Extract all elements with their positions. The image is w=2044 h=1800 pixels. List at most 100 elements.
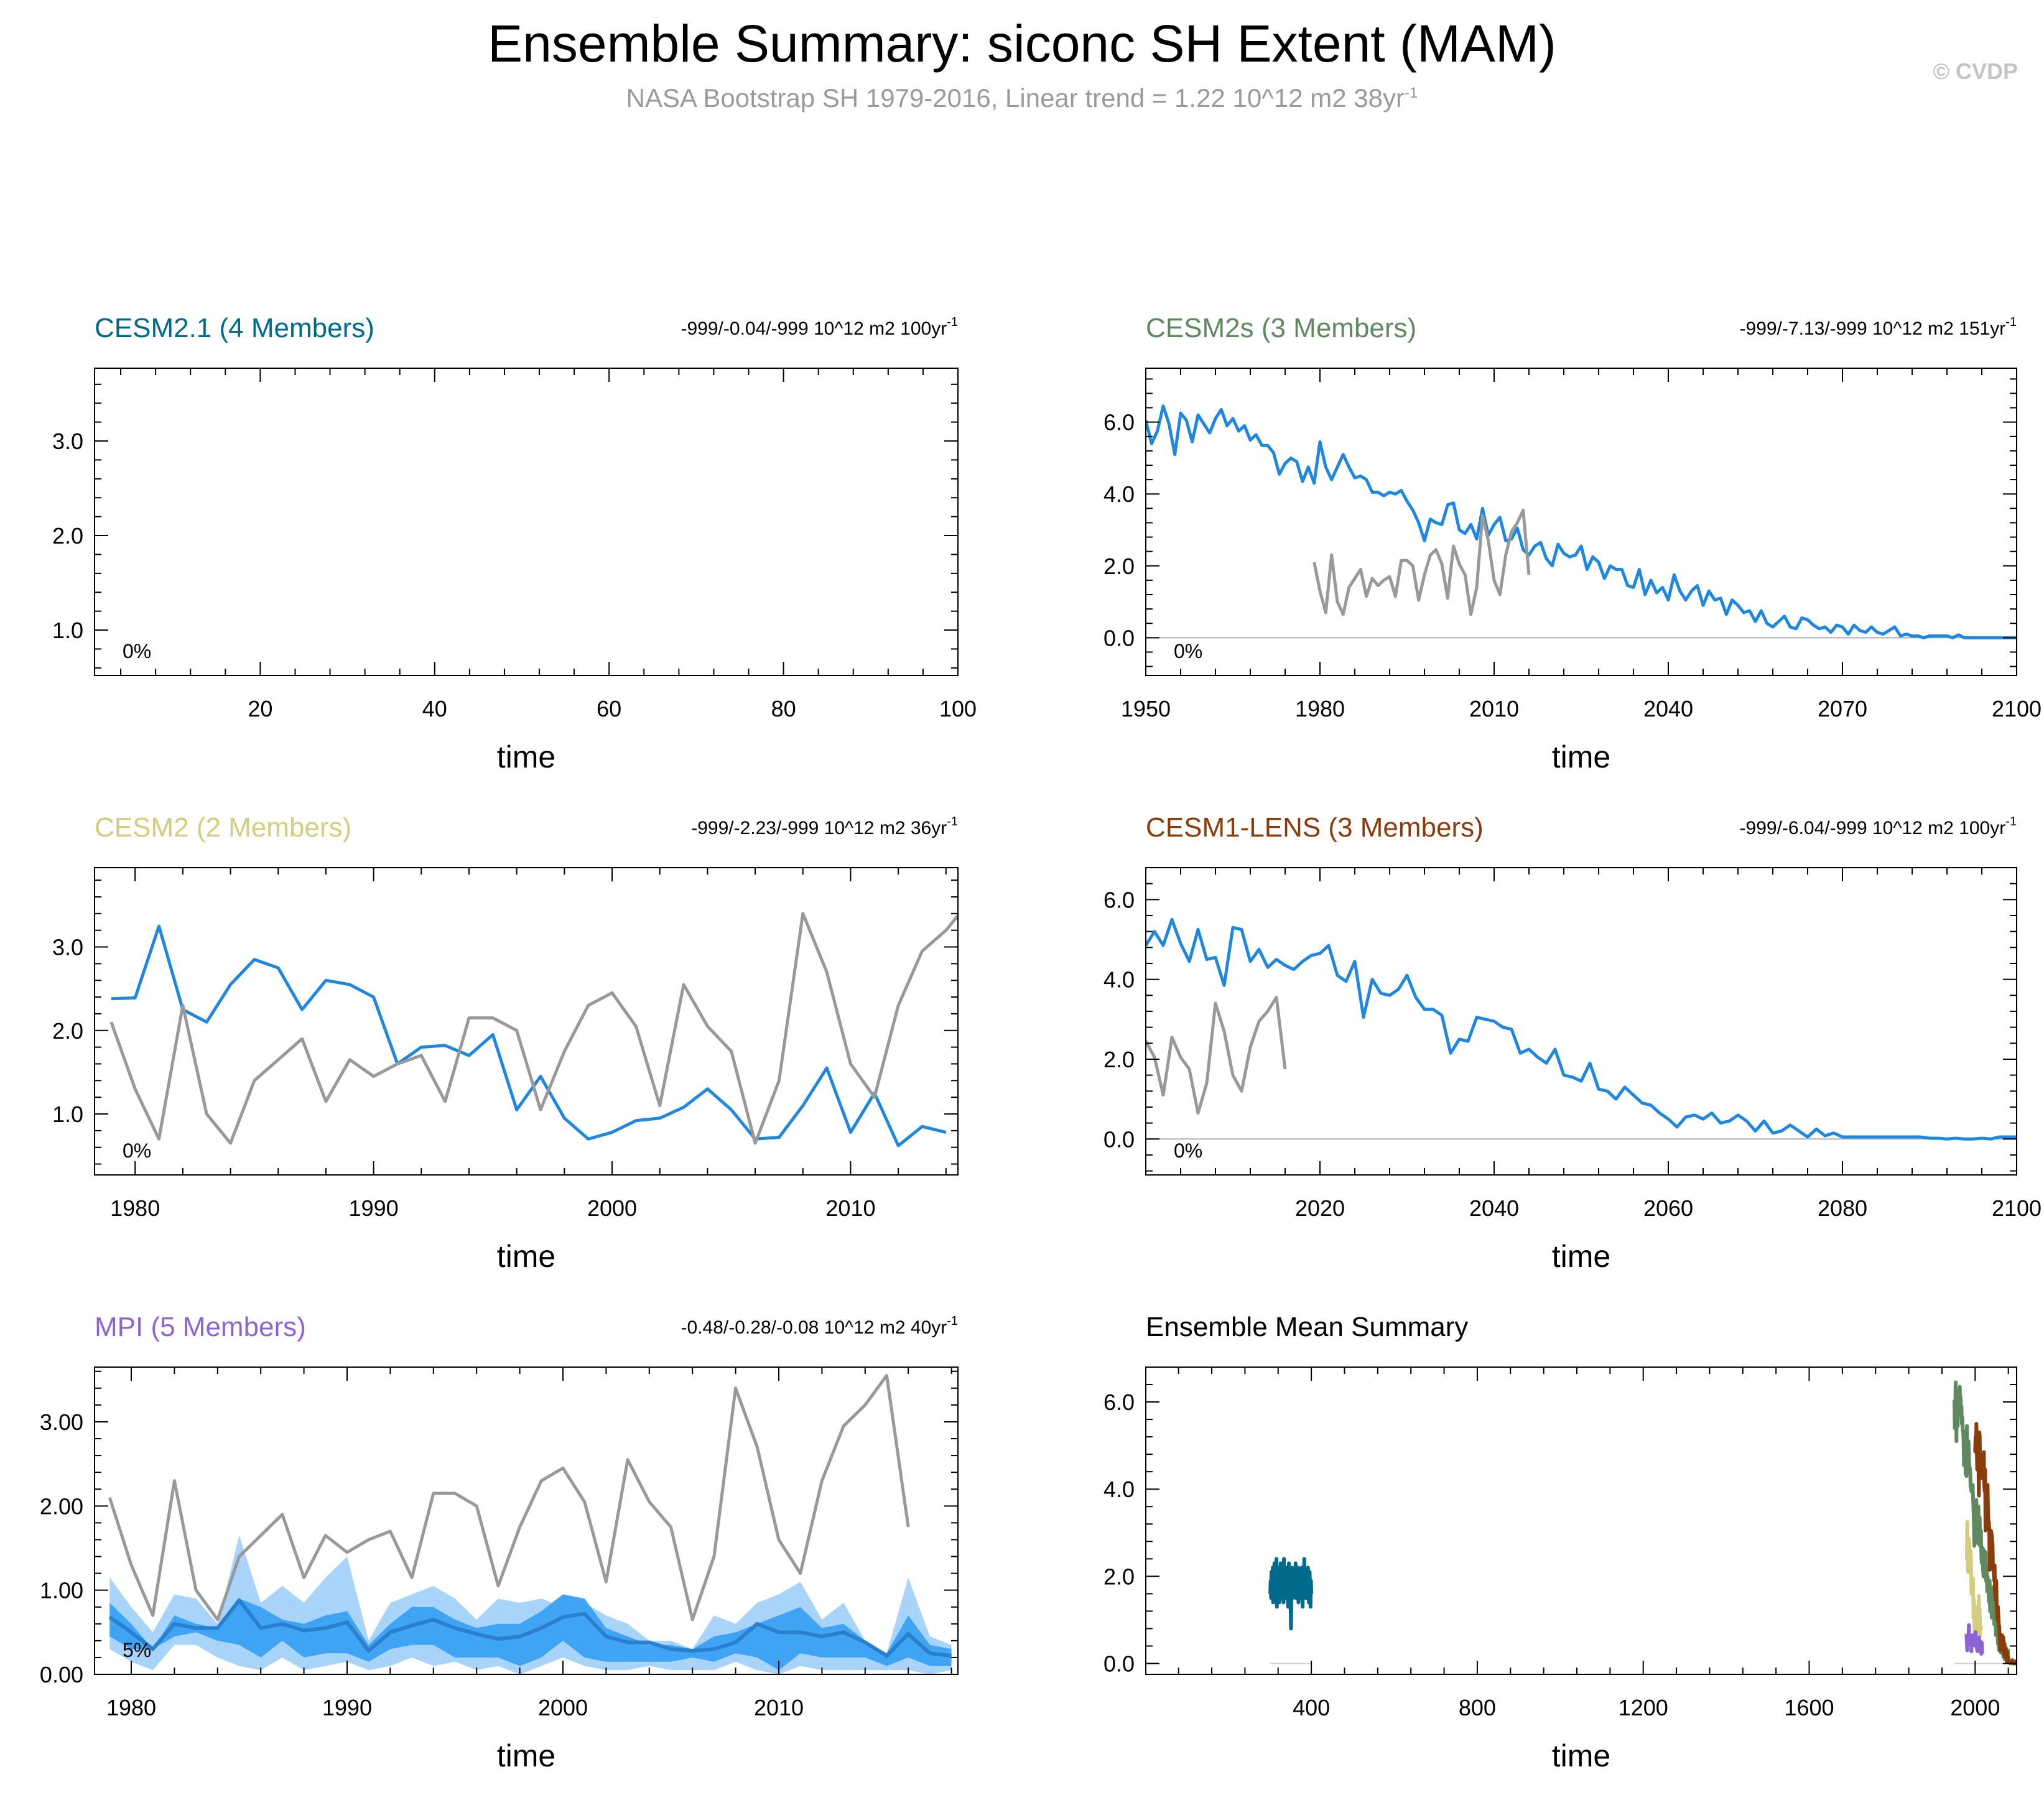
plot-area <box>1146 404 2017 639</box>
trend-label: -999/-2.23/-999 10^12 m2 36yr-1 <box>691 815 958 838</box>
trend-superscript: -1 <box>947 315 958 329</box>
plot-area <box>108 1374 952 1674</box>
trend-text: -999/-2.23/-999 10^12 m2 36yr <box>691 818 947 838</box>
panel-cesm2: CESM2 (2 Members) -999/-2.23/-999 10^12 m… <box>52 812 959 1274</box>
ensemble-mean-line <box>108 1598 952 1658</box>
summary-line-cesm21 <box>1268 1557 1314 1631</box>
figure-title: Ensemble Summary: siconc SH Extent (MAM) <box>488 14 1556 73</box>
x-tick-label: 20 <box>248 696 272 721</box>
trend-text: -999/-7.13/-999 10^12 m2 151yr <box>1740 318 2006 339</box>
x-tick-label: 1990 <box>349 1195 399 1221</box>
x-tick-label: 2100 <box>1992 1195 2042 1221</box>
x-tick-label: 2040 <box>1469 1195 1519 1221</box>
x-tick-label: 2000 <box>538 1695 588 1720</box>
x-tick-label: 1980 <box>106 1695 156 1720</box>
y-tick-label: 1.00 <box>40 1578 83 1603</box>
x-tick-label: 2040 <box>1643 696 1693 721</box>
copyright-label: © CVDP <box>1933 58 2018 84</box>
y-tick-label: 4.0 <box>1103 1477 1135 1502</box>
observation-line <box>109 912 958 1145</box>
summary-line-mpi <box>1964 1623 1985 1656</box>
y-tick-label: 4.0 <box>1103 967 1135 993</box>
ensemble-mean-line <box>1146 917 2017 1141</box>
y-tick-label: 2.0 <box>52 1018 83 1044</box>
panel-cesm2s: CESM2s (3 Members) -999/-7.13/-999 10^12 … <box>1103 313 2042 774</box>
observation-line <box>108 1374 910 1621</box>
summary-line-cesm1lens <box>1973 1422 2017 1666</box>
x-tick-label: 1990 <box>322 1695 372 1720</box>
trend-text: -999/-6.04/-999 10^12 m2 100yr <box>1740 818 2006 838</box>
y-tick-label: 1.0 <box>52 618 83 643</box>
y-tick-label: 2.0 <box>1103 554 1135 579</box>
x-tick-label: 800 <box>1459 1695 1496 1720</box>
panel-cesm21: CESM2.1 (4 Members) -999/-0.04/-999 10^12… <box>52 313 977 774</box>
y-tick-label: 6.0 <box>1103 887 1135 912</box>
panel-title: Ensemble Mean Summary <box>1146 1312 1468 1342</box>
ensemble-mean-line <box>1146 404 2017 639</box>
subtitle-superscript: -1 <box>1404 85 1418 101</box>
plot-area <box>1268 1380 2017 1666</box>
x-tick-label: 1980 <box>1295 696 1345 721</box>
x-tick-label: 2070 <box>1818 696 1867 721</box>
y-tick-label: 6.0 <box>1103 410 1135 435</box>
y-tick-label: 2.0 <box>1103 1047 1135 1072</box>
trend-superscript: -1 <box>947 815 958 828</box>
y-tick-label: 0.0 <box>1103 1126 1135 1152</box>
x-tick-label: 1980 <box>110 1195 160 1221</box>
y-tick-label: 4.0 <box>1103 481 1135 507</box>
observation-line <box>1312 508 1531 616</box>
y-tick-label: 6.0 <box>1103 1389 1135 1415</box>
x-tick-label: 1200 <box>1619 1695 1668 1720</box>
panel-title: CESM2.1 (4 Members) <box>95 313 374 343</box>
percent-label: 0% <box>123 640 151 662</box>
trend-text: -0.48/-0.28/-0.08 10^12 m2 40yr <box>681 1317 947 1338</box>
x-tick-label: 1950 <box>1121 696 1171 721</box>
figure-subtitle: NASA Bootstrap SH 1979-2016, Linear tren… <box>0 83 2044 113</box>
y-tick-label: 2.0 <box>1103 1564 1135 1589</box>
panel-title: MPI (5 Members) <box>95 1312 306 1342</box>
x-axis-label: time <box>1552 1738 1610 1773</box>
trend-superscript: -1 <box>2005 815 2017 828</box>
panel-mpi: MPI (5 Members) -0.48/-0.28/-0.08 10^12 m… <box>40 1312 959 1773</box>
y-tick-label: 0.0 <box>1103 1651 1135 1676</box>
y-tick-label: 1.0 <box>52 1102 83 1127</box>
x-tick-label: 2010 <box>1469 696 1519 721</box>
x-tick-label: 2100 <box>1992 696 2042 721</box>
x-tick-label: 2020 <box>1295 1195 1345 1221</box>
x-tick-label: 80 <box>771 696 796 721</box>
observation-line <box>1146 996 1287 1115</box>
y-tick-label: 0.0 <box>1103 625 1135 651</box>
plot-area <box>1146 917 2017 1141</box>
trend-label: -999/-6.04/-999 10^12 m2 100yr-1 <box>1740 815 2017 838</box>
panel-title: CESM2 (2 Members) <box>95 812 351 843</box>
plot-frame <box>94 867 959 1176</box>
x-tick-label: 400 <box>1293 1695 1330 1720</box>
y-tick-label: 3.00 <box>40 1409 83 1435</box>
plot-frame <box>1145 368 2017 676</box>
x-tick-label: 2010 <box>825 1195 875 1221</box>
percent-label: 5% <box>123 1639 151 1661</box>
x-tick-label: 2010 <box>754 1695 804 1720</box>
y-tick-label: 3.0 <box>52 429 83 454</box>
plot-area <box>109 912 958 1148</box>
x-axis-label: time <box>497 740 555 774</box>
plot-frame <box>1145 1366 2017 1675</box>
percent-label: 0% <box>1174 1139 1202 1162</box>
x-tick-label: 40 <box>422 696 447 721</box>
summary-line-cesm2 <box>1964 1519 1983 1639</box>
trend-label: -0.48/-0.28/-0.08 10^12 m2 40yr-1 <box>681 1314 958 1338</box>
y-tick-label: 2.00 <box>40 1493 83 1519</box>
y-tick-label: 3.0 <box>52 935 83 960</box>
x-tick-label: 2080 <box>1818 1195 1867 1221</box>
x-tick-label: 100 <box>939 696 977 721</box>
panel-title: CESM1-LENS (3 Members) <box>1146 812 1484 843</box>
y-tick-label: 0.00 <box>40 1662 83 1687</box>
y-tick-label: 2.0 <box>52 523 83 549</box>
trend-superscript: -1 <box>2005 315 2017 329</box>
x-tick-label: 2060 <box>1643 1195 1693 1221</box>
panel-summary: Ensemble Mean Summary 0.0 2.0 4.0 6.0 400 800 1… <box>1103 1312 2017 1773</box>
x-tick-label: 2000 <box>1950 1695 2000 1720</box>
x-tick-label: 1600 <box>1784 1695 1834 1720</box>
trend-superscript: -1 <box>947 1314 958 1328</box>
x-axis-label: time <box>497 1239 555 1274</box>
